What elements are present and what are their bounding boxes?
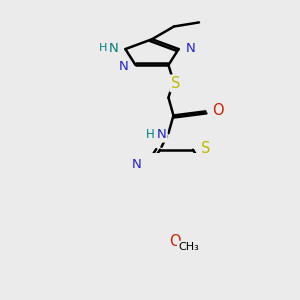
Text: S: S bbox=[171, 76, 180, 91]
Text: N: N bbox=[157, 128, 166, 141]
Text: H: H bbox=[146, 128, 155, 141]
Text: O: O bbox=[212, 103, 223, 118]
Text: S: S bbox=[201, 141, 211, 156]
Text: N: N bbox=[186, 42, 196, 55]
Text: CH₃: CH₃ bbox=[178, 242, 199, 252]
Text: N: N bbox=[119, 60, 128, 73]
Text: N: N bbox=[109, 42, 118, 55]
Text: H: H bbox=[99, 43, 108, 53]
Text: O: O bbox=[169, 234, 180, 249]
Text: N: N bbox=[132, 158, 142, 171]
